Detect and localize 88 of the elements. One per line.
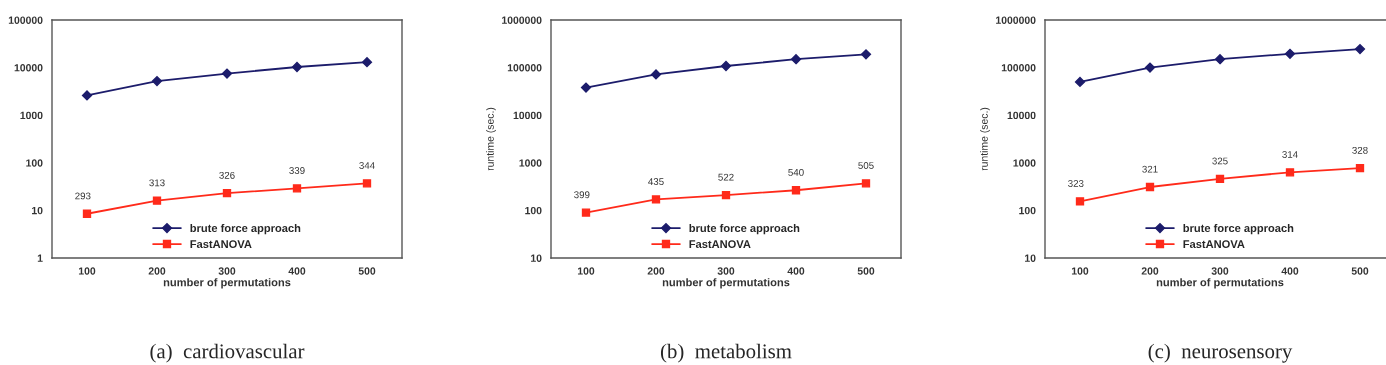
point bbox=[721, 190, 731, 200]
y-tick-label: 1000 bbox=[519, 159, 542, 167]
x-tick-label: 200 bbox=[647, 267, 665, 275]
point bbox=[650, 69, 662, 80]
point bbox=[1145, 182, 1155, 192]
x-tick-label: 200 bbox=[148, 267, 166, 275]
x-tick-label: 400 bbox=[288, 267, 306, 275]
y-tick-label: 1000000 bbox=[996, 16, 1036, 24]
y-tick-label: 1000 bbox=[1013, 159, 1036, 167]
legend-label: FastANOVA bbox=[1183, 240, 1245, 249]
point bbox=[1355, 164, 1365, 173]
y-tick-label: 10000 bbox=[14, 64, 43, 72]
annotation: 314 bbox=[1282, 151, 1298, 158]
y-tick-label: 100 bbox=[26, 159, 43, 167]
y-tick-label: 10 bbox=[32, 206, 43, 215]
point bbox=[860, 49, 872, 60]
x-tick-label: 300 bbox=[717, 267, 735, 275]
annotation: 326 bbox=[219, 171, 235, 179]
point bbox=[82, 209, 92, 218]
x-tick-label: 300 bbox=[218, 267, 236, 275]
point bbox=[152, 196, 162, 205]
x-tick-label: 100 bbox=[577, 267, 595, 275]
point bbox=[362, 179, 372, 188]
legend-label: brute force approach bbox=[190, 223, 301, 235]
y-tick-label: 100000 bbox=[1001, 64, 1036, 72]
legend-label: brute force approach bbox=[689, 223, 800, 235]
point bbox=[292, 184, 302, 193]
annotation: 505 bbox=[858, 162, 874, 169]
annotation: 321 bbox=[1142, 165, 1158, 173]
point bbox=[581, 208, 591, 217]
y-axis-title: runtime (sec.) bbox=[486, 107, 496, 171]
y-tick-label: 1000000 bbox=[502, 16, 542, 24]
legend-label: FastANOVA bbox=[689, 240, 751, 249]
point bbox=[222, 189, 232, 198]
point bbox=[861, 179, 871, 188]
x-axis-title: number of permutations bbox=[662, 278, 790, 289]
point bbox=[790, 54, 802, 65]
point bbox=[1214, 54, 1226, 65]
text: (a) cardiovascular bbox=[150, 343, 305, 363]
point bbox=[151, 76, 163, 87]
y-tick-label: 10 bbox=[1025, 254, 1036, 262]
text: (b) metabolism bbox=[660, 343, 792, 363]
y-tick-label: 1000 bbox=[20, 111, 43, 120]
point bbox=[1074, 76, 1086, 88]
point bbox=[1075, 197, 1085, 206]
annotation: 323 bbox=[1068, 180, 1084, 187]
annotation: 293 bbox=[75, 192, 91, 200]
x-tick-label: 100 bbox=[1071, 267, 1089, 275]
x-tick-label: 400 bbox=[787, 267, 805, 275]
point bbox=[1284, 48, 1296, 59]
point bbox=[1285, 168, 1295, 177]
legend-label: FastANOVA bbox=[190, 240, 252, 249]
point bbox=[791, 186, 801, 195]
point bbox=[291, 61, 303, 73]
point bbox=[720, 60, 732, 72]
annotation: 313 bbox=[149, 179, 165, 187]
y-tick-label: 100000 bbox=[8, 16, 43, 24]
text: (c) neurosensory bbox=[1148, 343, 1293, 363]
annotation: 399 bbox=[574, 191, 590, 199]
x-tick-label: 300 bbox=[1211, 267, 1229, 275]
annotation: 540 bbox=[788, 168, 804, 176]
annotation: 435 bbox=[648, 178, 664, 186]
point bbox=[361, 57, 373, 68]
point bbox=[1215, 174, 1225, 184]
x-tick-label: 400 bbox=[1281, 267, 1299, 275]
annotation: 325 bbox=[1212, 157, 1228, 165]
x-tick-label: 500 bbox=[358, 267, 376, 275]
y-tick-label: 10000 bbox=[1007, 111, 1036, 120]
x-tick-label: 500 bbox=[857, 267, 875, 275]
y-tick-label: 10 bbox=[531, 254, 542, 262]
x-tick-label: 200 bbox=[1141, 267, 1159, 275]
annotation: 344 bbox=[359, 162, 375, 169]
x-tick-label: 100 bbox=[78, 267, 96, 275]
y-tick-label: 10000 bbox=[513, 111, 542, 120]
x-tick-label: 500 bbox=[1351, 267, 1369, 275]
x-axis-title: number of permutations bbox=[1156, 278, 1284, 289]
point bbox=[651, 195, 661, 204]
point bbox=[1354, 43, 1366, 55]
x-axis-title: number of permutations bbox=[163, 278, 291, 289]
y-tick-label: 1 bbox=[37, 254, 43, 262]
annotation: 339 bbox=[289, 167, 305, 174]
y-tick-label: 100000 bbox=[507, 64, 542, 72]
annotation: 328 bbox=[1352, 146, 1368, 154]
y-axis-title: runtime (sec.) bbox=[980, 107, 990, 171]
y-tick-label: 100 bbox=[525, 206, 542, 215]
annotation: 522 bbox=[718, 173, 734, 181]
y-tick-label: 100 bbox=[1019, 206, 1036, 215]
legend-label: brute force approach bbox=[1183, 223, 1294, 235]
